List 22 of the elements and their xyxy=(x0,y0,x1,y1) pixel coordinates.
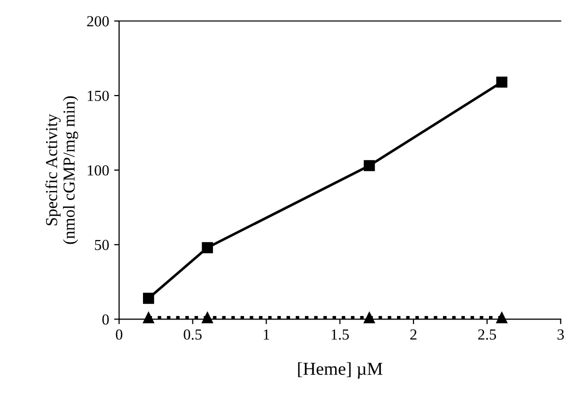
point xyxy=(496,76,508,88)
point xyxy=(496,312,508,324)
x-tick-label: 2.5 xyxy=(478,329,496,340)
x-tick-label: 0.5 xyxy=(184,329,202,340)
x-tick-label: 1 xyxy=(264,329,270,340)
point xyxy=(364,160,375,172)
y-tick-label: 50 xyxy=(94,240,109,250)
point xyxy=(202,242,213,254)
y-tick-label: 150 xyxy=(88,90,109,101)
x-tick-label: 1.5 xyxy=(332,329,349,340)
x-tick-label: 3 xyxy=(558,329,564,340)
y-axis-title: Specific Activity (nmol cGMP/mg min) xyxy=(45,96,78,244)
point xyxy=(142,292,154,304)
x-axis-title: [Heme] µM xyxy=(298,362,382,379)
y-tick-label: 100 xyxy=(88,165,109,176)
y-tick-label: 0 xyxy=(102,314,109,325)
point xyxy=(202,312,213,324)
x-tick-label: 0 xyxy=(116,329,122,340)
x-tick-label: 2 xyxy=(410,329,416,340)
point xyxy=(364,312,375,324)
y-tick-label: 200 xyxy=(87,16,109,26)
point xyxy=(142,312,154,324)
